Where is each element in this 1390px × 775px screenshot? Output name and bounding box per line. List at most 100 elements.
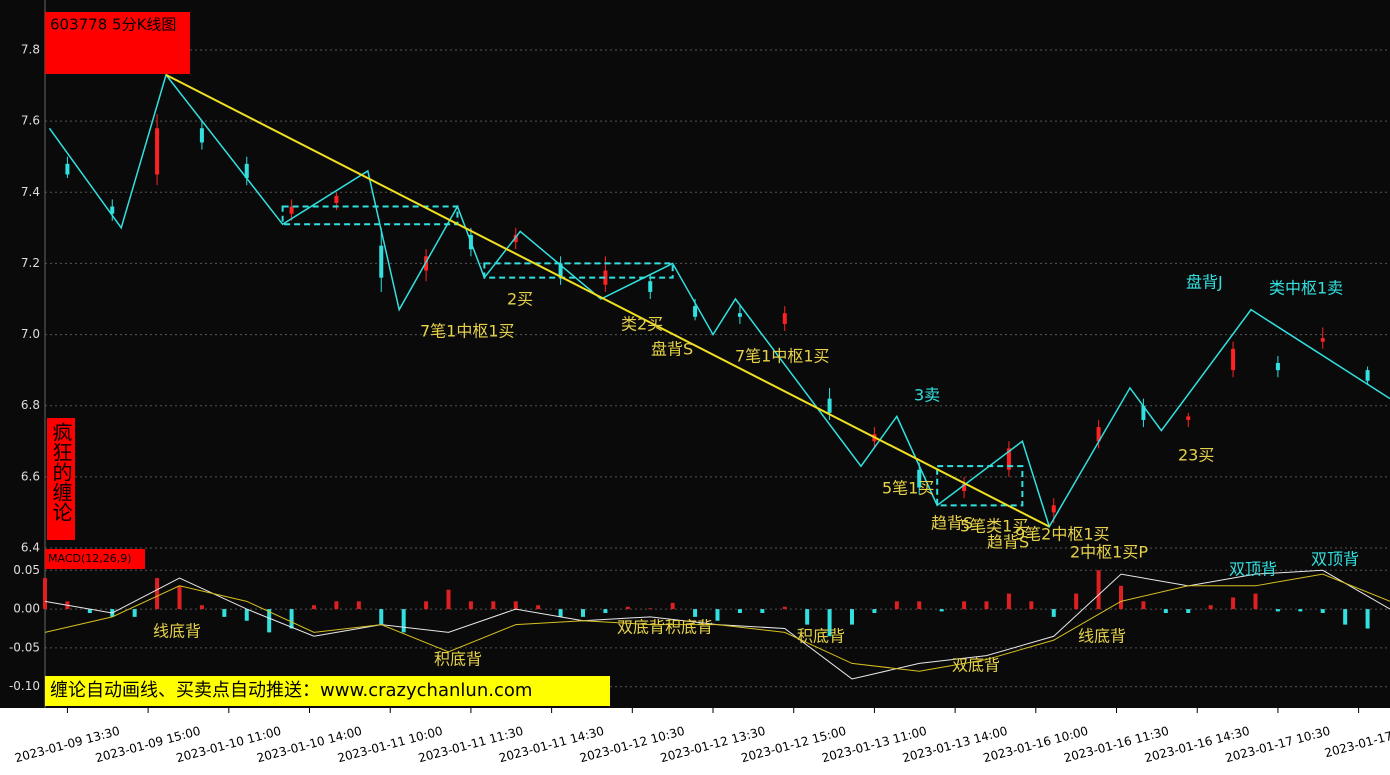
annotation: 7笔1中枢1买 (420, 322, 515, 341)
macd-bar (1275, 609, 1280, 612)
macd-bar (625, 606, 630, 610)
candle-body (1365, 370, 1370, 381)
candle-body (1006, 448, 1011, 470)
annotation: 盘背S (651, 340, 693, 359)
macd-bar (850, 609, 854, 625)
annotation: 趋背S (931, 514, 973, 533)
macd-bar (1119, 585, 1123, 610)
candle-body (962, 483, 967, 492)
candle-body (1186, 416, 1191, 420)
macd-bar (1320, 609, 1325, 613)
macd-bar (87, 609, 92, 613)
annotation: 23买 (1178, 446, 1214, 465)
candle-body (379, 245, 384, 278)
candle-body (1141, 405, 1146, 420)
macd-bar (536, 605, 541, 610)
annotation: 2买 (507, 290, 533, 309)
annotation: 积底背 (434, 650, 482, 669)
macd-bar (401, 609, 406, 633)
macd-bar (1298, 609, 1303, 612)
candle-body (737, 313, 742, 317)
banner: 缠论自动画线、买卖点自动推送：www.crazychanlun.com (50, 680, 532, 701)
y-tick-label: 7.6 (21, 114, 40, 128)
y-tick-label: 6.4 (21, 541, 40, 555)
macd-bar (289, 609, 294, 629)
macd-bar (805, 609, 810, 625)
y-tick-label: 0.00 (13, 602, 40, 616)
candle-body (1231, 348, 1236, 371)
macd-bar (1231, 597, 1236, 610)
macd-bar (312, 605, 316, 610)
y-tick-label: 0.05 (13, 563, 40, 577)
macd-bar (491, 601, 496, 610)
axis-background (0, 708, 1390, 775)
macd-bar (379, 609, 384, 625)
candle-body (244, 163, 249, 179)
macd-bar (43, 578, 47, 610)
macd-bar (1051, 609, 1056, 617)
y-tick-label: 7.8 (21, 43, 40, 57)
annotation: 2中枢1买P (1070, 543, 1148, 562)
segment-line (165, 74, 1050, 528)
candle-body (917, 469, 922, 488)
macd-bar (760, 609, 765, 613)
candle-body (155, 128, 160, 175)
macd-title: MACD(12,26,9) (48, 552, 132, 565)
candle-body (199, 128, 204, 143)
candle-body (1275, 363, 1280, 371)
macd-bar (648, 608, 653, 610)
macd-bar (962, 601, 967, 610)
macd-bar (1365, 609, 1370, 629)
macd-bar (155, 578, 160, 610)
macd-bar (1029, 601, 1034, 610)
macd-bar (468, 601, 473, 610)
annotation: 线底背 (153, 622, 201, 641)
candle-body (1051, 505, 1056, 513)
pivot-zone (483, 262, 674, 279)
candle-body (827, 398, 832, 413)
macd-bar (737, 609, 742, 613)
candle-body (693, 306, 698, 317)
macd-bar (1343, 609, 1348, 625)
macd-bar (581, 609, 585, 617)
y-tick-label: -0.10 (9, 679, 40, 693)
side-label-box (47, 418, 75, 540)
y-tick-label: 7.4 (21, 185, 40, 199)
y-tick-label: 7.0 (21, 327, 40, 341)
macd-bar (693, 609, 698, 617)
y-tick-label: 7.2 (21, 256, 40, 270)
macd-bar (177, 585, 182, 610)
macd-bar (1141, 601, 1146, 610)
pivot-zone (281, 205, 459, 226)
stroke-line (48, 73, 1390, 529)
macd-bar (1163, 609, 1168, 613)
candle-body (334, 195, 339, 203)
y-tick-label: 6.8 (21, 398, 40, 412)
macd-bar (872, 609, 877, 613)
candle-body (782, 313, 787, 324)
macd-bar (917, 601, 922, 610)
macd-bar (1253, 593, 1258, 610)
candle-body (289, 206, 294, 214)
macd-bar (334, 601, 339, 610)
macd-bar (715, 609, 720, 621)
candle-body (513, 234, 518, 243)
macd-bar (603, 609, 608, 613)
banner-box (45, 676, 610, 706)
candle-body (65, 163, 70, 175)
annotation: 盘背J (1186, 273, 1223, 292)
macd-bar (424, 601, 429, 610)
annotation: 3卖 (914, 386, 940, 405)
macd-bar (1208, 605, 1213, 610)
annotation: 7笔1中枢1买 (735, 347, 830, 366)
y-tick-label: -0.05 (9, 640, 40, 654)
macd-bar (558, 609, 563, 617)
plot-background (0, 0, 1390, 708)
macd-bar (222, 609, 227, 617)
candle-body (110, 206, 115, 214)
annotation: 双底背积底背 (617, 618, 713, 637)
candle-body (1320, 338, 1325, 342)
y-tick-label: 6.6 (21, 469, 40, 483)
macd-bar (1186, 609, 1191, 613)
